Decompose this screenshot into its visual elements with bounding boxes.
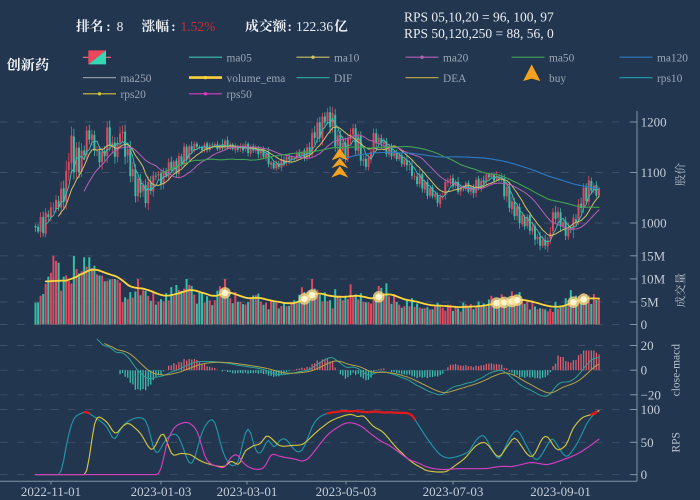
svg-text:RPS: RPS (671, 432, 683, 452)
svg-text:buy: buy (549, 73, 566, 85)
svg-text:2022-11-01: 2022-11-01 (21, 484, 81, 499)
svg-text:RPS 05,10,20 = 96, 100, 97: RPS 05,10,20 = 96, 100, 97 (404, 10, 554, 25)
svg-text:15M: 15M (641, 248, 666, 263)
svg-text:1.52%: 1.52% (181, 19, 216, 34)
svg-text:0: 0 (641, 317, 648, 332)
svg-text:1100: 1100 (641, 165, 667, 180)
svg-text:ma05: ma05 (227, 52, 253, 64)
svg-text:rps20: rps20 (121, 89, 147, 101)
svg-text:close-macd: close-macd (671, 344, 683, 397)
svg-text:2023-01-03: 2023-01-03 (131, 484, 192, 499)
svg-text:2023-05-03: 2023-05-03 (316, 484, 377, 499)
svg-text:DEA: DEA (443, 73, 467, 85)
svg-text:rps50: rps50 (227, 89, 253, 101)
svg-text:rps10: rps10 (657, 73, 683, 85)
svg-text:2023-03-01: 2023-03-01 (217, 484, 278, 499)
svg-text:1200: 1200 (641, 115, 667, 130)
svg-text:50: 50 (641, 435, 654, 450)
svg-text:ma50: ma50 (549, 52, 575, 64)
svg-text:RPS 50,120,250 = 88, 56, 0: RPS 50,120,250 = 88, 56, 0 (404, 26, 554, 41)
svg-text::: : (106, 19, 110, 34)
svg-text:0: 0 (641, 467, 648, 482)
svg-text:ma10: ma10 (334, 52, 360, 64)
svg-text:8: 8 (117, 19, 124, 34)
svg-text::: : (171, 19, 175, 34)
svg-text:−20: −20 (641, 387, 661, 402)
svg-text:1000: 1000 (641, 216, 667, 231)
svg-text:5M: 5M (641, 295, 660, 310)
svg-text:0: 0 (641, 363, 648, 378)
svg-text:ma250: ma250 (121, 73, 152, 85)
svg-text:100: 100 (641, 402, 661, 417)
svg-text:2023-09-01: 2023-09-01 (530, 484, 591, 499)
svg-text:20: 20 (641, 338, 654, 353)
svg-text:DIF: DIF (334, 73, 352, 85)
svg-text:ma20: ma20 (443, 52, 469, 64)
svg-text::: : (288, 19, 292, 34)
svg-text:2023-07-03: 2023-07-03 (423, 484, 484, 499)
svg-text:ma120: ma120 (657, 52, 688, 64)
svg-text:volume_ema: volume_ema (227, 73, 286, 85)
svg-text:10M: 10M (641, 271, 666, 286)
svg-text:122.36: 122.36 (296, 19, 333, 34)
